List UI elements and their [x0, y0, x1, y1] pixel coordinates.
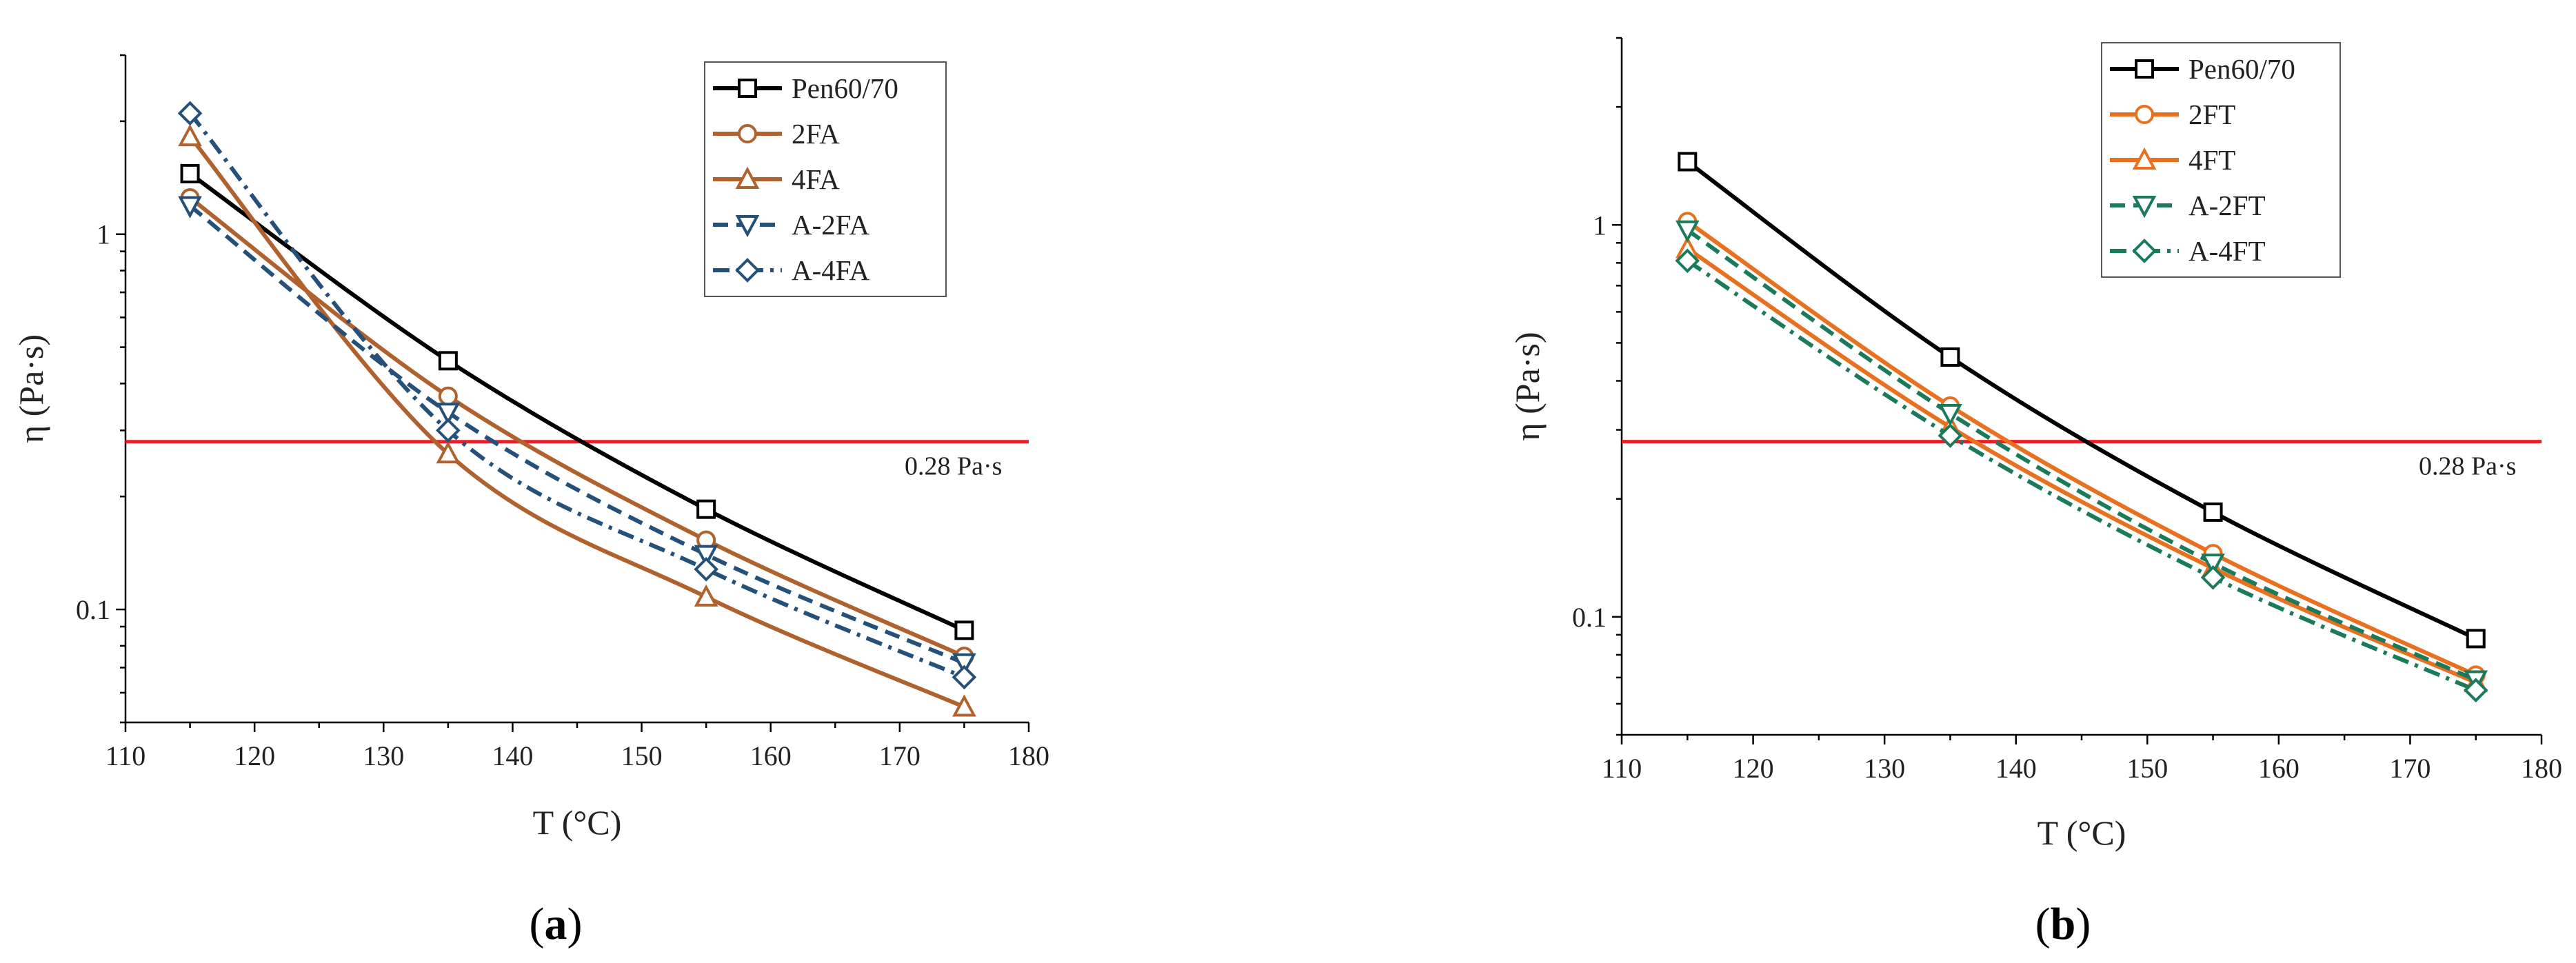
series-line-4ft [1686, 247, 2477, 685]
data-point-4fa [694, 584, 718, 607]
data-point-pen60-70 [2203, 502, 2223, 522]
legend-marker [2132, 147, 2157, 170]
data-point-4fa [952, 694, 976, 717]
data-point-a-2fa [694, 545, 718, 567]
x-tick-label: 180 [1008, 740, 1049, 771]
data-point-pen60-70 [696, 499, 716, 519]
y-tick-label: 1 [1593, 210, 1607, 241]
x-tick-label: 130 [1864, 753, 1905, 784]
legend-marker [2135, 105, 2154, 124]
legend-entry-label: A-4FA [792, 254, 870, 286]
x-axis-label: T (°C) [533, 803, 622, 842]
x-tick-label: 140 [492, 740, 533, 771]
legend-entry-label: Pen60/70 [2188, 53, 2295, 85]
legend-entry-label: A-4FT [2188, 235, 2266, 267]
x-tick-label: 150 [2126, 753, 2168, 784]
data-point-a-4ft [1675, 248, 1700, 274]
data-point-pen60-70 [180, 163, 200, 183]
legend-marker [2132, 239, 2157, 263]
series-line-2fa [188, 196, 965, 658]
data-point-a-2ft [1938, 404, 1962, 427]
x-tick-label: 120 [234, 740, 275, 771]
data-point-a-4ft [2200, 565, 2226, 590]
data-point-a-2fa [178, 196, 202, 219]
data-point-a-4fa [436, 418, 461, 443]
series-line-pen60-70 [1686, 160, 2477, 641]
legend-entry-label: 4FT [2188, 144, 2235, 176]
data-point-2fa [438, 386, 458, 406]
legend-marker [2135, 59, 2154, 79]
legend-entry-label: 2FA [792, 118, 840, 150]
panel-label: (b) [2035, 899, 2091, 949]
data-point-pen60-70 [2466, 629, 2486, 649]
reference-line-label: 0.28 Pa·s [905, 452, 1002, 481]
y-axis-label: η (Pa·s) [1508, 332, 1547, 440]
chart-panel-a: 110 120 130 140 150 160 170 180 0.1 1 T (°C) η (Pa·… [12, 54, 1049, 949]
x-tick-label: 110 [1602, 753, 1642, 784]
legend-entry-label: Pen60/70 [792, 72, 898, 104]
panel-label-close: ) [2075, 899, 2091, 949]
legend-marker [735, 258, 760, 283]
x-tick-label: 160 [2258, 753, 2300, 784]
panel-label-letter: a [545, 899, 567, 949]
legend-entry-label: A-2FT [2188, 190, 2266, 221]
data-point-4fa [436, 440, 461, 464]
panel-label-open: ( [2035, 899, 2051, 949]
legend-entry-label: 2FT [2188, 99, 2235, 130]
panel-label-letter: b [2051, 899, 2076, 949]
x-tick-label: 120 [1733, 753, 1774, 784]
data-point-a-4ft [1938, 423, 1963, 448]
series-line-a-2ft [1686, 228, 2477, 682]
x-tick-label: 130 [363, 740, 404, 771]
data-point-pen60-70 [438, 351, 458, 371]
data-point-a-2ft [2201, 554, 2225, 576]
data-point-a-2fa [952, 653, 976, 676]
legend-entry-label: A-2FA [792, 209, 870, 241]
series-line-4fa [188, 135, 965, 709]
x-axis-label: T (°C) [2037, 813, 2126, 852]
y-tick-label: 0.1 [1572, 602, 1607, 633]
data-point-pen60-70 [954, 620, 974, 640]
data-point-a-4fa [177, 101, 203, 126]
legend-entry-label: 4FA [792, 163, 840, 195]
data-point-pen60-70 [1678, 152, 1698, 172]
reference-line-label: 0.28 Pa·s [2419, 452, 2516, 481]
data-point-a-2fa [436, 403, 461, 425]
y-tick-label: 1 [97, 219, 110, 250]
x-tick-label: 170 [879, 740, 920, 771]
y-tick-label: 0.1 [76, 594, 110, 625]
data-point-a-4ft [2463, 678, 2488, 703]
x-tick-label: 140 [1995, 753, 2037, 784]
data-point-a-2ft [1675, 220, 1700, 243]
series-line-a-4ft [1686, 259, 2477, 692]
x-tick-label: 170 [2389, 753, 2431, 784]
x-tick-label: 110 [105, 740, 146, 771]
x-tick-label: 150 [621, 740, 663, 771]
data-point-pen60-70 [1940, 347, 1960, 367]
series-line-a-4fa [188, 112, 965, 680]
y-axis-label: η (Pa·s) [12, 334, 50, 443]
chart-panel-b: 110 120 130 140 150 160 170 180 0.1 1 T (°C) η (Pa·… [1508, 37, 2562, 949]
legend-marker [2132, 196, 2157, 219]
data-point-4fa [178, 123, 202, 147]
x-tick-label: 160 [750, 740, 792, 771]
series-line-2ft [1686, 219, 2477, 678]
panel-label-close: ) [567, 899, 583, 949]
data-point-a-4fa [694, 556, 718, 582]
legend-marker [738, 79, 757, 98]
legend-marker [735, 166, 760, 189]
data-point-a-4fa [952, 665, 977, 690]
series-line-a-2fa [188, 204, 965, 665]
panel-label: (a) [530, 899, 583, 949]
x-tick-label: 180 [2521, 753, 2562, 784]
legend-marker [738, 124, 757, 143]
legend-marker [735, 215, 760, 238]
panel-label-open: ( [530, 899, 545, 949]
